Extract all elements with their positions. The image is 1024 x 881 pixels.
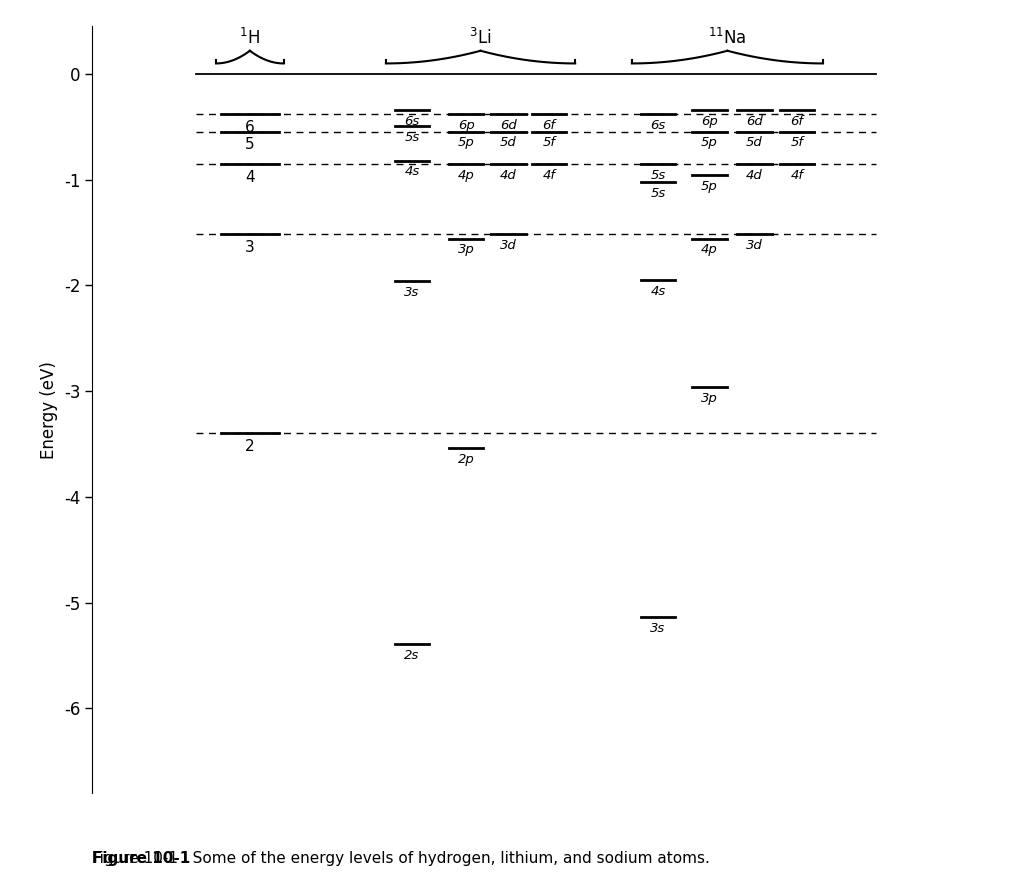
Text: 4p: 4p (458, 168, 474, 181)
Text: 6p: 6p (458, 119, 474, 132)
Text: 4d: 4d (746, 168, 763, 181)
Text: 3: 3 (245, 240, 255, 255)
Text: Figure 10-1   Some of the energy levels of hydrogen, lithium, and sodium atoms.: Figure 10-1 Some of the energy levels of… (92, 851, 710, 866)
Text: 6d: 6d (500, 119, 517, 132)
Text: $^3$Li: $^3$Li (469, 27, 492, 48)
Text: 5d: 5d (500, 137, 517, 149)
Text: 4f: 4f (791, 168, 804, 181)
Text: $^1$H: $^1$H (240, 27, 260, 48)
Text: 4d: 4d (500, 168, 517, 181)
Text: 4p: 4p (701, 243, 718, 256)
Text: 3d: 3d (746, 239, 763, 252)
Text: 5s: 5s (650, 187, 666, 200)
Text: Figure 10-1: Figure 10-1 (92, 851, 190, 866)
Text: 6p: 6p (701, 115, 718, 128)
Text: 5d: 5d (746, 137, 763, 149)
Text: $^{11}$Na: $^{11}$Na (709, 27, 746, 48)
Text: 6f: 6f (543, 119, 556, 132)
Text: 3d: 3d (500, 239, 517, 252)
Text: 4s: 4s (650, 285, 666, 298)
Text: 3p: 3p (458, 243, 474, 256)
Text: 5s: 5s (404, 130, 420, 144)
Text: 5p: 5p (701, 181, 718, 193)
Text: 6s: 6s (650, 119, 666, 132)
Text: 3s: 3s (404, 286, 420, 299)
Text: 3p: 3p (701, 392, 718, 404)
Text: 5s: 5s (650, 169, 666, 182)
Y-axis label: Energy (eV): Energy (eV) (40, 360, 58, 459)
Text: 5p: 5p (458, 137, 474, 149)
Text: 6f: 6f (791, 115, 804, 128)
Text: 2p: 2p (458, 453, 474, 466)
Text: 3s: 3s (650, 622, 666, 635)
Text: 2s: 2s (404, 648, 420, 662)
Text: 6: 6 (245, 120, 255, 135)
Text: 4: 4 (245, 170, 255, 185)
Text: 2: 2 (245, 440, 255, 455)
Text: 5f: 5f (543, 137, 556, 149)
Text: 5f: 5f (791, 137, 804, 149)
Text: 5p: 5p (701, 137, 718, 149)
Text: 6s: 6s (404, 115, 420, 128)
Text: 4s: 4s (404, 166, 420, 179)
Text: 4f: 4f (543, 168, 556, 181)
Text: 6d: 6d (746, 115, 763, 128)
Text: 5: 5 (245, 137, 255, 152)
